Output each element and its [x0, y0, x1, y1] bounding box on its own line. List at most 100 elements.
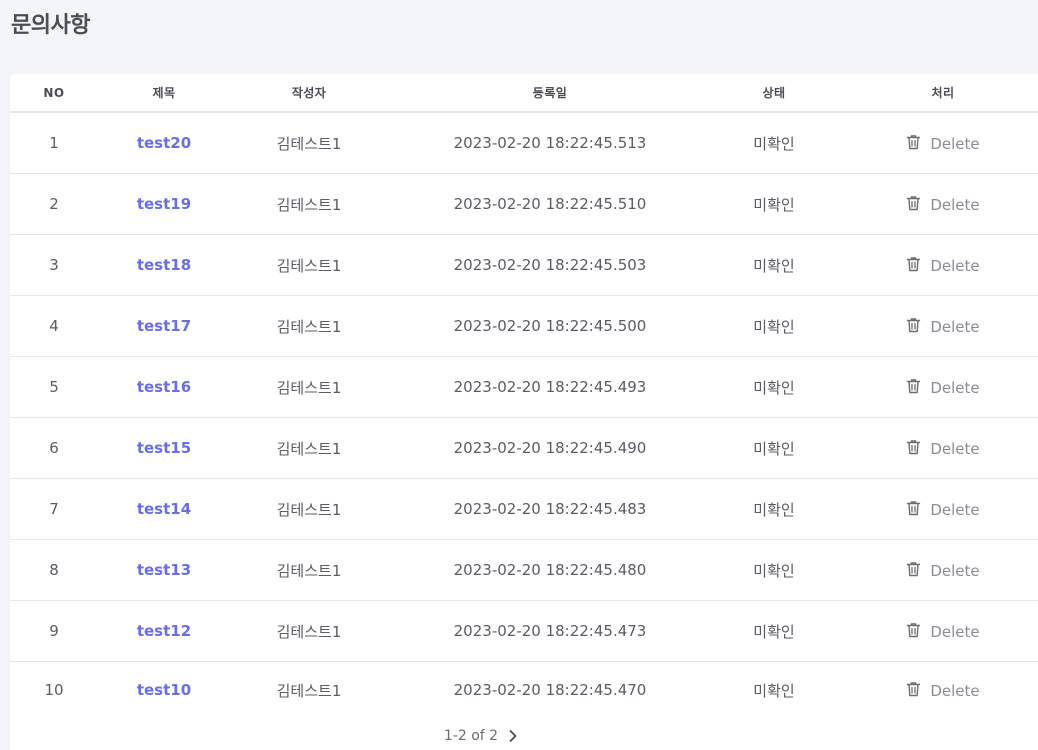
delete-label: Delete [930, 257, 980, 275]
row-status: 미확인 [712, 417, 836, 479]
delete-button[interactable]: Delete [906, 256, 980, 276]
row-title-link[interactable]: test18 [136, 256, 192, 274]
trash-icon [906, 256, 921, 276]
table-row: 5 test16 김테스트1 2023-02-20 18:22:45.493 미확인 De… [10, 356, 1038, 418]
row-no: 4 [10, 295, 98, 357]
delete-label: Delete [930, 440, 980, 458]
delete-button[interactable]: Delete [906, 195, 980, 215]
row-author: 김테스트1 [230, 234, 388, 296]
trash-icon [906, 378, 921, 398]
row-no: 10 [44, 681, 64, 699]
header-no: NO [10, 74, 98, 113]
table-row: 6 test15 김테스트1 2023-02-20 18:22:45.490 미확인 De… [10, 417, 1038, 479]
delete-label: Delete [930, 318, 980, 336]
row-status: 미확인 [712, 112, 836, 174]
table-row: 9 test12 김테스트1 2023-02-20 18:22:45.473 미확인 De… [10, 600, 1038, 662]
delete-label: Delete [930, 135, 980, 153]
row-status: 미확인 [712, 600, 836, 662]
row-date: 2023-02-20 18:22:45.483 [388, 478, 712, 540]
row-no: 6 [10, 417, 98, 479]
row-title-link[interactable]: test20 [136, 134, 192, 152]
row-no: 7 [10, 478, 98, 540]
row-status: 미확인 [753, 681, 795, 700]
pagination: 1-2 of 2 [10, 724, 1038, 748]
table-row: 10 test10 김테스트1 2023-02-20 18:22:45.470 미확인 D… [10, 662, 1038, 719]
row-author: 김테스트1 [230, 417, 388, 479]
delete-button[interactable]: Delete [906, 500, 980, 520]
row-status: 미확인 [712, 234, 836, 296]
row-title-link[interactable]: test16 [136, 378, 192, 396]
row-status: 미확인 [712, 173, 836, 235]
row-no: 2 [10, 173, 98, 235]
row-author: 김테스트1 [230, 600, 388, 662]
header-author: 작성자 [230, 74, 388, 113]
inquiry-table: NO 제목 작성자 등록일 상태 처리 1 test20 김테스트1 2023-02-… [10, 74, 1038, 718]
trash-icon [906, 500, 921, 520]
inquiry-table-card: NO 제목 작성자 등록일 상태 처리 1 test20 김테스트1 2023-02-… [10, 74, 1038, 750]
trash-icon [906, 561, 921, 581]
row-author: 김테스트1 [276, 681, 342, 700]
row-title-link[interactable]: test12 [136, 622, 192, 640]
row-date: 2023-02-20 18:22:45.493 [388, 356, 712, 418]
row-author: 김테스트1 [230, 478, 388, 540]
row-author: 김테스트1 [230, 173, 388, 235]
row-title-link[interactable]: test19 [136, 195, 192, 213]
delete-label: Delete [930, 501, 980, 519]
delete-label: Delete [930, 562, 980, 580]
row-title-link[interactable]: test15 [136, 439, 192, 457]
chevron-right-icon[interactable] [506, 725, 520, 747]
row-date: 2023-02-20 18:22:45.470 [453, 681, 647, 699]
trash-icon [906, 439, 921, 459]
row-status: 미확인 [712, 539, 836, 601]
trash-icon [906, 622, 921, 642]
row-date: 2023-02-20 18:22:45.480 [388, 539, 712, 601]
trash-icon [906, 681, 921, 701]
delete-button[interactable]: Delete [906, 439, 980, 459]
row-date: 2023-02-20 18:22:45.500 [388, 295, 712, 357]
pagination-label: 1-2 of 2 [443, 728, 499, 744]
row-title-link[interactable]: test14 [136, 500, 192, 518]
trash-icon [906, 134, 921, 154]
row-status: 미확인 [712, 295, 836, 357]
row-no: 1 [10, 112, 98, 174]
row-date: 2023-02-20 18:22:45.490 [388, 417, 712, 479]
row-no: 3 [10, 234, 98, 296]
table-row: 7 test14 김테스트1 2023-02-20 18:22:45.483 미확인 De… [10, 478, 1038, 540]
table-header-row: NO 제목 작성자 등록일 상태 처리 [10, 74, 1038, 113]
row-title-link[interactable]: test13 [136, 561, 192, 579]
row-author: 김테스트1 [230, 539, 388, 601]
row-date: 2023-02-20 18:22:45.510 [388, 173, 712, 235]
table-row: 8 test13 김테스트1 2023-02-20 18:22:45.480 미확인 De… [10, 539, 1038, 601]
delete-button[interactable]: Delete [906, 317, 980, 337]
delete-button[interactable]: Delete [906, 622, 980, 642]
header-title: 제목 [98, 74, 230, 113]
row-status: 미확인 [712, 478, 836, 540]
trash-icon [906, 195, 921, 215]
page-title: 문의사항 [11, 13, 90, 38]
delete-label: Delete [930, 682, 980, 700]
header-status: 상태 [712, 74, 836, 113]
row-no: 5 [10, 356, 98, 418]
delete-button[interactable]: Delete [906, 561, 980, 581]
row-title-link[interactable]: test17 [136, 317, 192, 335]
delete-label: Delete [930, 623, 980, 641]
row-date: 2023-02-20 18:22:45.473 [388, 600, 712, 662]
row-author: 김테스트1 [230, 112, 388, 174]
header-action: 처리 [836, 74, 1038, 113]
row-author: 김테스트1 [230, 295, 388, 357]
delete-button[interactable]: Delete [906, 378, 980, 398]
row-no: 8 [10, 539, 98, 601]
table-row: 3 test18 김테스트1 2023-02-20 18:22:45.503 미확인 De… [10, 234, 1038, 296]
delete-label: Delete [930, 379, 980, 397]
row-author: 김테스트1 [230, 356, 388, 418]
row-date: 2023-02-20 18:22:45.513 [388, 112, 712, 174]
delete-button[interactable]: Delete [906, 681, 980, 701]
header-date: 등록일 [388, 74, 712, 113]
row-no: 9 [10, 600, 98, 662]
table-row: 1 test20 김테스트1 2023-02-20 18:22:45.513 미확인 De… [10, 112, 1038, 174]
delete-label: Delete [930, 196, 980, 214]
row-status: 미확인 [712, 356, 836, 418]
delete-button[interactable]: Delete [906, 134, 980, 154]
row-title-link[interactable]: test10 [136, 681, 192, 699]
row-date: 2023-02-20 18:22:45.503 [388, 234, 712, 296]
